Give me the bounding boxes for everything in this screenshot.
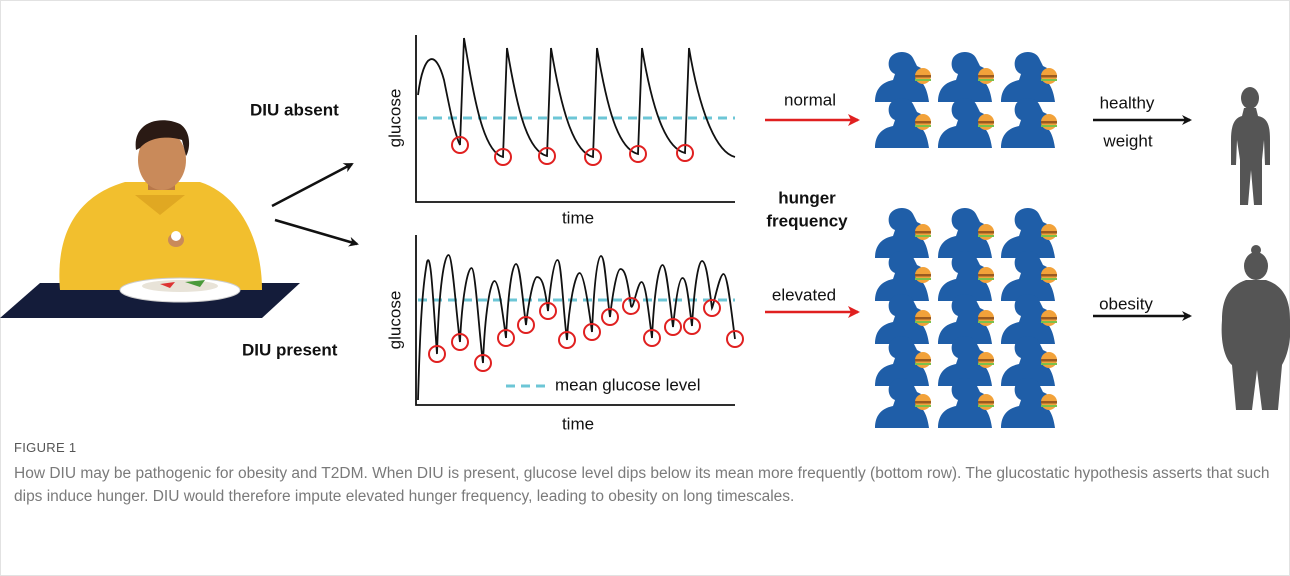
arrow — [274, 218, 359, 247]
arrow-label: obesity — [1099, 294, 1153, 313]
figure: DIU absent DIU present glucose glucose t… — [0, 35, 1290, 432]
dip-marker — [601, 308, 619, 326]
axis-label: glucose — [385, 89, 404, 148]
dip-marker — [474, 354, 492, 372]
dip-marker — [583, 323, 601, 341]
eating-icon — [875, 251, 931, 301]
axis-label: time — [562, 414, 594, 432]
dip-marker — [451, 333, 469, 351]
eating-icon — [875, 98, 931, 148]
row-label: DIU present — [242, 340, 338, 359]
axis-label: glucose — [385, 291, 404, 350]
hunger-label: frequency — [766, 211, 848, 230]
dip-marker — [584, 148, 602, 166]
person-illustration — [0, 120, 300, 318]
dip-marker — [683, 317, 701, 335]
eating-icon — [938, 52, 994, 102]
dip-marker — [726, 330, 744, 348]
eating-icon — [938, 208, 994, 258]
dip-marker — [451, 136, 469, 154]
legend-label: mean glucose level — [555, 375, 701, 394]
eating-icon — [1001, 208, 1057, 258]
dip-marker — [676, 144, 694, 162]
arrow-label: weight — [1102, 131, 1152, 150]
dip-marker — [622, 297, 640, 315]
dip-marker — [664, 318, 682, 336]
dip-marker — [497, 329, 515, 347]
arrow — [271, 162, 354, 208]
row-label: DIU absent — [250, 100, 339, 119]
axes — [415, 235, 735, 406]
eating-icon — [1001, 251, 1057, 301]
eating-icon — [938, 98, 994, 148]
eating-icon — [875, 208, 931, 258]
figure-label: FIGURE 1 — [14, 440, 77, 455]
arrow-label: elevated — [772, 285, 836, 304]
dip-marker — [538, 147, 556, 165]
hunger-label: hunger — [778, 188, 836, 207]
dip-marker — [643, 329, 661, 347]
dip-marker — [428, 345, 446, 363]
healthy-silhouette — [1231, 87, 1270, 205]
dip-marker — [494, 148, 512, 166]
eating-icon — [1001, 52, 1057, 102]
eating-icon — [875, 52, 931, 102]
axes — [415, 35, 735, 203]
dip-marker — [703, 299, 721, 317]
arrow-label: normal — [784, 90, 836, 109]
dip-marker — [517, 316, 535, 334]
dip-marker — [539, 302, 557, 320]
obese-silhouette — [1221, 245, 1290, 410]
eating-icon — [1001, 98, 1057, 148]
eating-icon — [938, 251, 994, 301]
axis-label: time — [562, 208, 594, 227]
dip-marker — [558, 331, 576, 349]
dip-marker — [629, 145, 647, 163]
figure-caption: How DIU may be pathogenic for obesity an… — [14, 465, 1270, 505]
glucose-curve — [417, 37, 736, 159]
glucose-curve — [417, 254, 736, 401]
arrow-label: healthy — [1100, 93, 1155, 112]
